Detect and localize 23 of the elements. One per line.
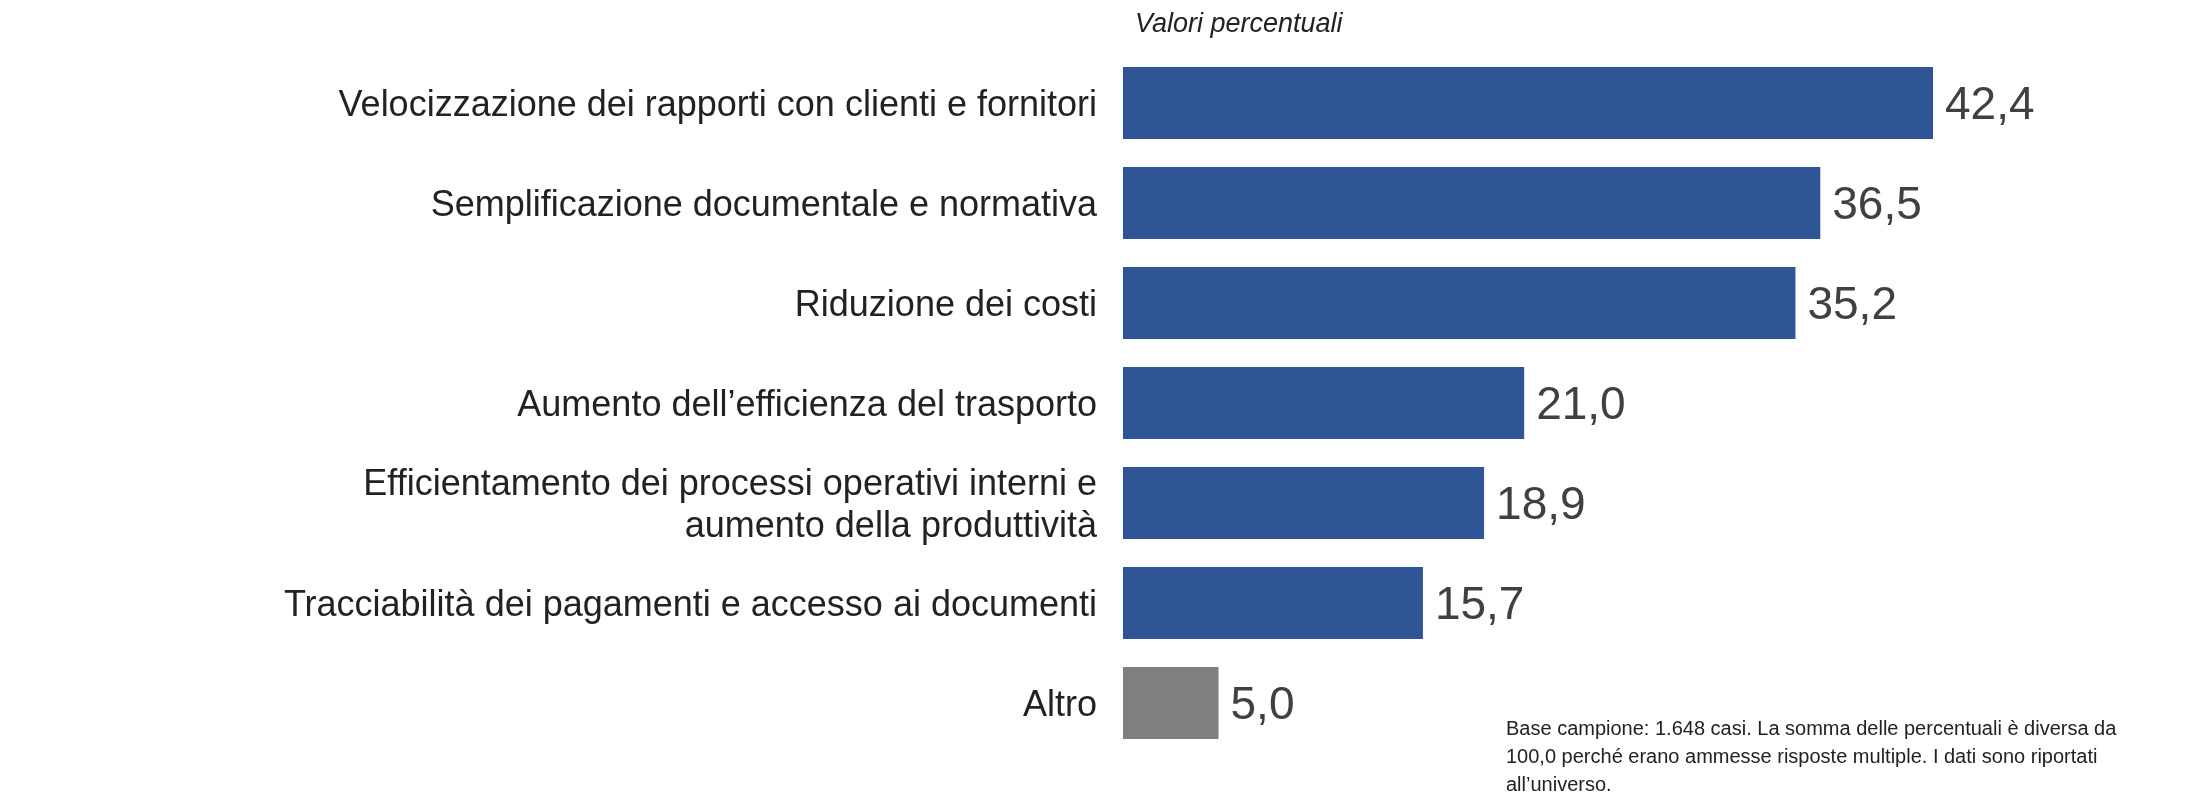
bar [1123, 667, 1219, 739]
data-label: 21,0 [1536, 377, 1626, 429]
annotation: Base campione: 1.648 casi. La somma delle percentuali è diversa da 100,0 perché erano ammesse risposte multiple. I dati sono riportati all’universo. [1506, 716, 2118, 795]
bar [1123, 167, 1821, 239]
bar [1123, 567, 1423, 639]
data-label: 42,4 [1945, 77, 2035, 129]
y-tick-label: Tracciabilità dei pagamenti e accesso ai documenti [283, 582, 1097, 624]
y-tick-label: Aumento dell’efficienza del trasporto [517, 382, 1097, 424]
chart-subtitle: Valori percentuali [1135, 8, 1343, 39]
y-tick-label: Riduzione dei costi [794, 282, 1097, 324]
data-label: 5,0 [1230, 677, 1295, 729]
data-label: 36,5 [1832, 177, 1922, 229]
bar [1123, 367, 1525, 439]
data-label: 18,9 [1496, 477, 1586, 529]
data-label: 15,7 [1434, 577, 1525, 629]
y-tick-label: Efficientamento dei processi operativi interni e aumento della produttività [363, 461, 1098, 545]
bar [1123, 467, 1485, 539]
y-tick-label: Semplificazione documentale e normativa [430, 182, 1098, 224]
bar [1123, 267, 1796, 339]
y-tick-label: Altro [1022, 682, 1097, 724]
y-tick-label: Velocizzazione dei rapporti con clienti e fornitori [338, 82, 1097, 124]
data-label: 35,2 [1807, 277, 1897, 329]
bar [1123, 67, 1933, 139]
